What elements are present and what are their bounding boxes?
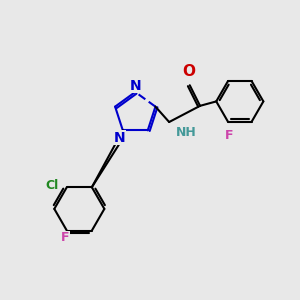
Text: Cl: Cl — [45, 179, 58, 192]
Text: N: N — [130, 79, 141, 92]
Text: F: F — [61, 231, 70, 244]
Text: F: F — [225, 129, 234, 142]
Text: O: O — [182, 64, 195, 79]
Text: N: N — [114, 131, 126, 145]
Text: NH: NH — [176, 126, 197, 140]
